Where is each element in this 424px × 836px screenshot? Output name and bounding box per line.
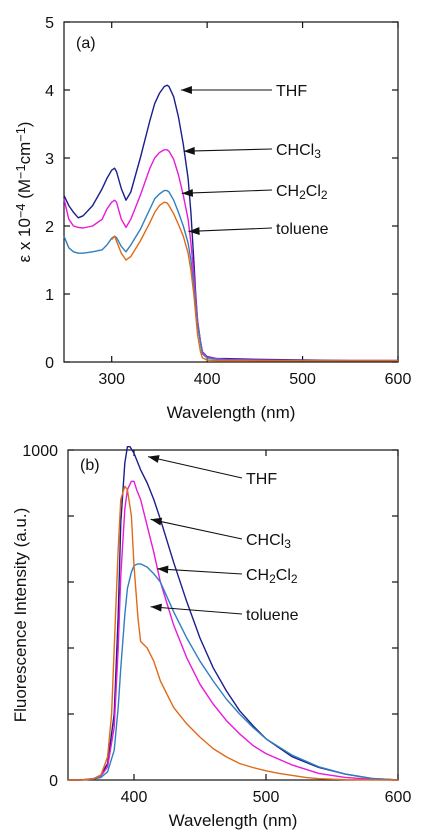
annotation-label-thf: THF — [276, 83, 307, 100]
annotation-arrowhead — [181, 189, 193, 197]
annotation-label-toluene: toluene — [246, 607, 299, 624]
panel-a-x-axis-title: Wavelength (nm) — [167, 403, 296, 422]
panel-a-ticks: 300 400 500 600 0 1 2 3 4 5 — [45, 15, 411, 388]
annotation-label-chcl: CH2Cl2 — [246, 567, 298, 586]
panel-a-series-group — [63, 84, 398, 362]
panel-b-y-axis-title: Fluorescence Intensity (a.u.) — [11, 508, 30, 722]
series-line-toluene — [111, 201, 398, 362]
annotation-arrow-line — [147, 456, 243, 479]
panel-b-label: (b) — [80, 457, 100, 474]
annotation-arrowhead — [147, 455, 160, 463]
panel-b-plot-frame — [67, 449, 399, 781]
y-tick-label: 3 — [45, 151, 54, 168]
annotation-arrow-line — [181, 189, 273, 194]
annotation-arrowhead — [188, 227, 200, 235]
annotation-arrow-line — [183, 148, 273, 152]
annotation-arrowhead — [150, 517, 163, 526]
y-tick-label: 1000 — [22, 443, 58, 460]
y-tick-label: 0 — [49, 773, 58, 790]
annotation-arrow-line — [157, 568, 243, 575]
x-tick-label: 400 — [194, 371, 221, 388]
annotation-arrowhead — [180, 86, 192, 94]
annotation-arrow-line — [150, 606, 243, 615]
annotation-label-chcl: CHCl3 — [246, 532, 291, 551]
panel-a-annotations: THF CHCl3 CH2Cl2 toluene — [180, 83, 329, 238]
x-tick-label: 300 — [98, 371, 125, 388]
annotation-label-chcl: CH2Cl2 — [276, 183, 328, 202]
annotation-arrow-line — [188, 227, 273, 232]
panel-a-absorption-chart: 300 400 500 600 0 1 2 3 4 5 THF CHCl3 CH2Cl2 toluene… — [13, 15, 411, 422]
series-line-chcl — [68, 480, 399, 781]
panel-b-fluorescence-chart: 400 500 600 0 1000 THF CHCl3 CH2Cl2 toluene (b)… — [11, 443, 411, 830]
series-line-chcl — [63, 149, 398, 362]
series-line-thf — [63, 84, 398, 362]
x-tick-label: 400 — [121, 789, 148, 806]
annotation-arrowhead — [157, 565, 169, 574]
y-tick-label: 1 — [45, 287, 54, 304]
x-tick-label: 500 — [289, 371, 316, 388]
series-line-toluene — [68, 485, 399, 781]
y-tick-label: 4 — [45, 83, 54, 100]
panel-b-annotations: THF CHCl3 CH2Cl2 toluene — [147, 455, 299, 624]
panel-b-series-group — [68, 446, 399, 781]
series-line-chcl — [63, 189, 398, 362]
annotation-arrowhead — [150, 603, 162, 612]
annotation-arrow-line — [150, 518, 243, 540]
annotation-label-chcl: CHCl3 — [276, 142, 321, 161]
y-tick-label: 2 — [45, 219, 54, 236]
annotation-label-thf: THF — [246, 471, 277, 488]
x-tick-label: 600 — [385, 371, 412, 388]
x-tick-label: 500 — [253, 789, 280, 806]
series-line-chcl — [68, 563, 399, 781]
annotation-arrowhead — [183, 146, 195, 155]
x-tick-label: 600 — [385, 789, 412, 806]
y-tick-label: 5 — [45, 15, 54, 32]
y-tick-label: 0 — [45, 355, 54, 372]
panel-b-x-axis-title: Wavelength (nm) — [169, 811, 298, 830]
panel-a-plot-frame — [63, 21, 399, 363]
annotation-label-toluene: toluene — [276, 221, 329, 238]
panel-a-y-axis-title: ε x 10−4 (M−1cm−1) — [13, 122, 34, 263]
panel-a-label: (a) — [76, 35, 96, 52]
